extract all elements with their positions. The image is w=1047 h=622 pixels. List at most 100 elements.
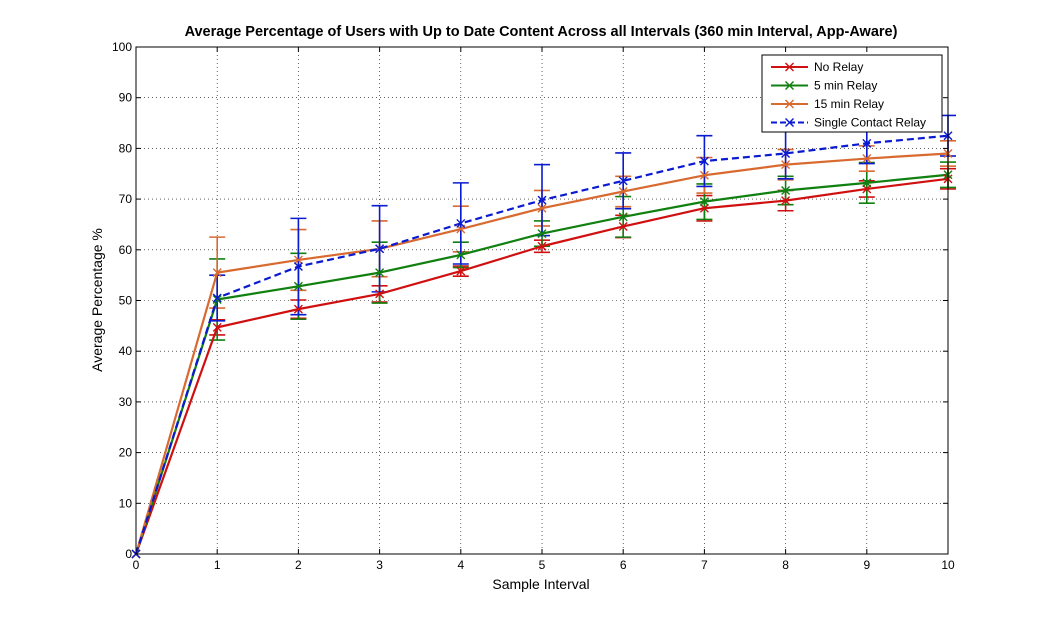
x-tick-label: 10 <box>941 558 955 572</box>
data-point-single-contact-relay <box>781 148 791 158</box>
legend-swatch-marker <box>785 81 794 90</box>
y-tick-label: 30 <box>119 395 133 409</box>
marker-stroke <box>537 203 547 213</box>
marker-stroke <box>699 156 709 166</box>
data-point-5-min-relay <box>781 185 791 195</box>
chart-title: Average Percentage of Users with Up to D… <box>185 24 898 40</box>
y-tick-label: 10 <box>119 496 133 510</box>
legend: No Relay 5 min Relay 15 min Relay Single Co… <box>761 54 943 133</box>
data-point-no-relay <box>537 241 547 251</box>
marker-stroke <box>781 185 791 195</box>
marker-stroke <box>456 266 466 276</box>
marker-stroke <box>862 178 872 188</box>
data-point-single-contact-relay <box>862 138 872 148</box>
marker-stroke <box>699 170 709 180</box>
y-tick-label: 40 <box>119 344 133 358</box>
marker-stroke <box>456 250 466 260</box>
legend-swatch-marker <box>785 99 794 109</box>
data-point-5-min-relay <box>456 250 466 260</box>
data-point-15-min-relay <box>537 203 547 213</box>
y-tick-label: 100 <box>112 40 132 54</box>
x-tick-label: 6 <box>620 558 627 572</box>
y-tick-label: 20 <box>119 446 133 460</box>
marker-stroke <box>618 187 628 196</box>
marker-stroke <box>781 196 791 206</box>
data-point-15-min-relay <box>781 160 791 170</box>
marker-stroke <box>212 294 222 304</box>
y-tick-label: 0 <box>125 547 132 561</box>
marker-stroke <box>862 138 872 148</box>
marker-stroke <box>781 148 791 158</box>
data-point-15-min-relay <box>862 154 872 164</box>
data-point-5-min-relay <box>699 197 709 207</box>
legend-label: 15 min Relay <box>814 97 884 111</box>
data-point-15-min-relay <box>699 170 709 180</box>
marker-stroke <box>212 268 222 278</box>
data-point-5-min-relay <box>212 294 222 304</box>
data-point-15-min-relay <box>212 268 222 278</box>
data-point-no-relay <box>375 289 385 299</box>
legend-item-single-contact-relay: Single Contact Relay <box>771 116 926 130</box>
marker-stroke <box>537 195 547 205</box>
marker-stroke <box>785 118 794 127</box>
y-tick-label: 60 <box>119 243 133 257</box>
marker-stroke <box>293 262 303 272</box>
legend-swatch-marker <box>785 118 794 127</box>
marker-stroke <box>537 241 547 251</box>
marker-stroke <box>212 293 222 303</box>
marker-stroke <box>537 229 547 239</box>
data-point-no-relay <box>781 196 791 206</box>
data-point-5-min-relay <box>537 229 547 239</box>
x-tick-label: 4 <box>457 558 464 572</box>
legend-label: 5 min Relay <box>814 79 877 93</box>
marker-stroke <box>781 160 791 170</box>
data-point-5-min-relay <box>293 281 303 291</box>
data-point-single-contact-relay <box>212 293 222 303</box>
data-point-5-min-relay <box>618 212 628 222</box>
data-point-single-contact-relay <box>456 218 466 228</box>
x-tick-label: 2 <box>295 558 302 572</box>
data-point-no-relay <box>618 221 628 231</box>
legend-swatch-marker <box>785 62 794 72</box>
data-point-15-min-relay <box>293 255 303 265</box>
marker-stroke <box>862 154 872 164</box>
marker-stroke <box>618 176 628 186</box>
data-point-5-min-relay <box>862 178 872 188</box>
y-axis-label: Average Percentage % <box>89 228 105 372</box>
data-point-single-contact-relay <box>375 244 385 254</box>
x-axis-label: Sample Interval <box>492 576 589 592</box>
marker-stroke <box>618 212 628 222</box>
marker-stroke <box>375 244 385 254</box>
x-tick-label: 1 <box>214 558 221 572</box>
y-tick-label: 70 <box>119 192 133 206</box>
marker-stroke <box>293 304 303 314</box>
series-markers <box>131 131 953 559</box>
data-point-no-relay <box>212 322 222 332</box>
marker-stroke <box>785 99 794 109</box>
marker-stroke <box>785 81 794 90</box>
marker-stroke <box>699 203 709 213</box>
marker-stroke <box>785 62 794 72</box>
legend-label: No Relay <box>814 60 863 74</box>
x-tick-label: 3 <box>376 558 383 572</box>
x-tick-label: 0 <box>133 558 140 572</box>
data-point-single-contact-relay <box>537 195 547 205</box>
legend-item-15-min-relay: 15 min Relay <box>771 97 884 111</box>
marker-stroke <box>456 218 466 228</box>
x-tick-label: 8 <box>782 558 789 572</box>
legend-item-no-relay: No Relay <box>771 60 863 74</box>
marker-stroke <box>293 281 303 291</box>
y-tick-label: 90 <box>119 91 133 105</box>
data-point-no-relay <box>456 266 466 276</box>
data-point-single-contact-relay <box>699 156 709 166</box>
y-tick-label: 50 <box>119 294 133 308</box>
marker-stroke <box>212 322 222 332</box>
data-point-5-min-relay <box>375 268 385 278</box>
marker-stroke <box>293 255 303 265</box>
marker-stroke <box>699 197 709 207</box>
y-tick-label: 80 <box>119 141 133 155</box>
data-point-no-relay <box>293 304 303 314</box>
data-point-single-contact-relay <box>618 176 628 186</box>
